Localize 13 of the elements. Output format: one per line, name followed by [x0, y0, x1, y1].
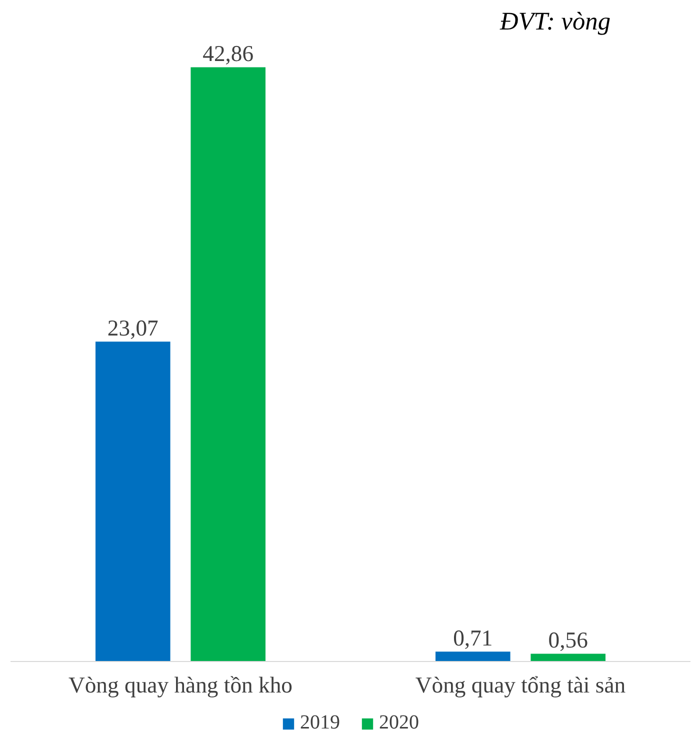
bar: [190, 67, 266, 662]
data-label: 23,07: [107, 316, 158, 341]
bar: [530, 654, 606, 662]
x-tick-label: Vòng quay tổng tài sản: [415, 672, 626, 698]
bar: [436, 652, 510, 662]
x-tick-label: Vòng quay hàng tồn kho: [68, 672, 293, 698]
data-label: 0,56: [548, 628, 588, 653]
bar: [96, 342, 170, 662]
legend-label: 2020: [379, 712, 419, 734]
data-label: 42,86: [202, 41, 254, 66]
legend-label: 2019: [300, 712, 340, 734]
text: ĐVT: vòng: [499, 8, 610, 36]
data-label: 0,71: [453, 626, 493, 651]
